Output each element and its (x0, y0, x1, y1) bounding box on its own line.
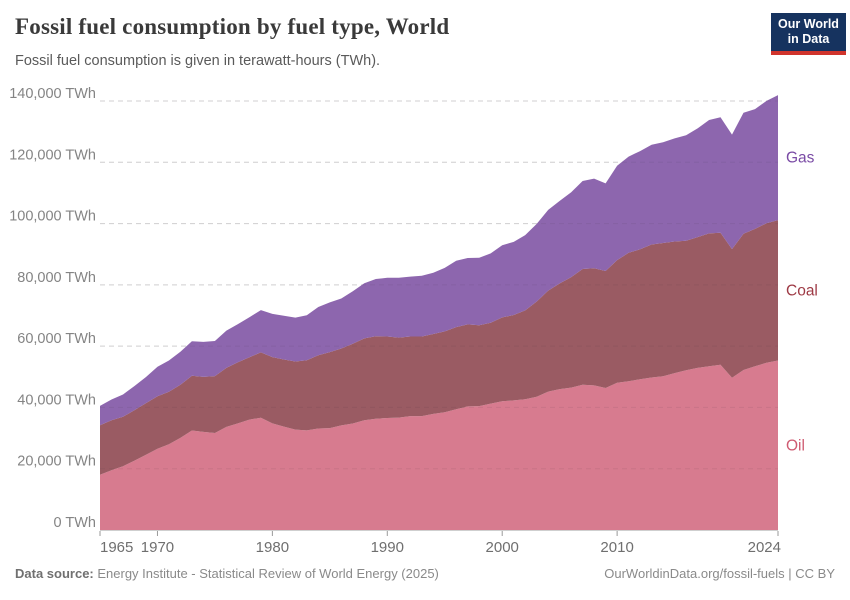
y-axis-tick-label: 20,000 TWh (17, 454, 96, 470)
y-axis-tick-label: 0 TWh (54, 515, 96, 531)
area-coal[interactable] (100, 220, 778, 475)
owid-logo-line2: in Data (787, 32, 830, 47)
x-axis-tick-label: 2010 (600, 539, 633, 556)
data-source-label: Data source: (15, 566, 94, 581)
y-axis-tick-label: 140,000 TWh (9, 86, 96, 102)
footer-license: | CC BY (784, 566, 835, 581)
series-label-oil: Oil (786, 437, 805, 454)
x-axis-tick-label: 1980 (256, 539, 289, 556)
x-axis-tick-label: 2000 (486, 539, 519, 556)
area-oil[interactable] (100, 360, 778, 531)
y-axis-tick-label: 40,000 TWh (17, 392, 96, 408)
page-title: Fossil fuel consumption by fuel type, Wo… (15, 14, 450, 39)
owid-logo-line1: Our World (778, 17, 839, 31)
area-gas[interactable] (100, 95, 778, 426)
owid-logo[interactable]: Our World in Data (771, 13, 846, 55)
chart-subtitle: Fossil fuel consumption is given in tera… (15, 53, 381, 69)
y-axis-tick-label: 80,000 TWh (17, 270, 96, 286)
series-label-coal: Coal (786, 282, 818, 299)
x-axis-tick-label: 1990 (371, 539, 404, 556)
x-axis-tick-label: 1970 (141, 539, 174, 556)
y-axis-tick-label: 120,000 TWh (9, 147, 96, 163)
data-source-text: Energy Institute - Statistical Review of… (93, 566, 439, 581)
y-axis-tick-label: 60,000 TWh (17, 331, 96, 347)
x-axis-tick-label: 1965 (100, 539, 133, 556)
footer: Data source: Energy Institute - Statisti… (0, 566, 850, 581)
y-axis-tick-label: 100,000 TWh (9, 209, 96, 225)
footer-source: Data source: Energy Institute - Statisti… (15, 566, 439, 581)
footer-links: OurWorldinData.org/fossil-fuels | CC BY (604, 566, 835, 581)
x-axis-tick-label: 2024 (748, 539, 781, 556)
series-label-gas: Gas (786, 150, 815, 167)
footer-link[interactable]: OurWorldinData.org/fossil-fuels (604, 566, 785, 581)
